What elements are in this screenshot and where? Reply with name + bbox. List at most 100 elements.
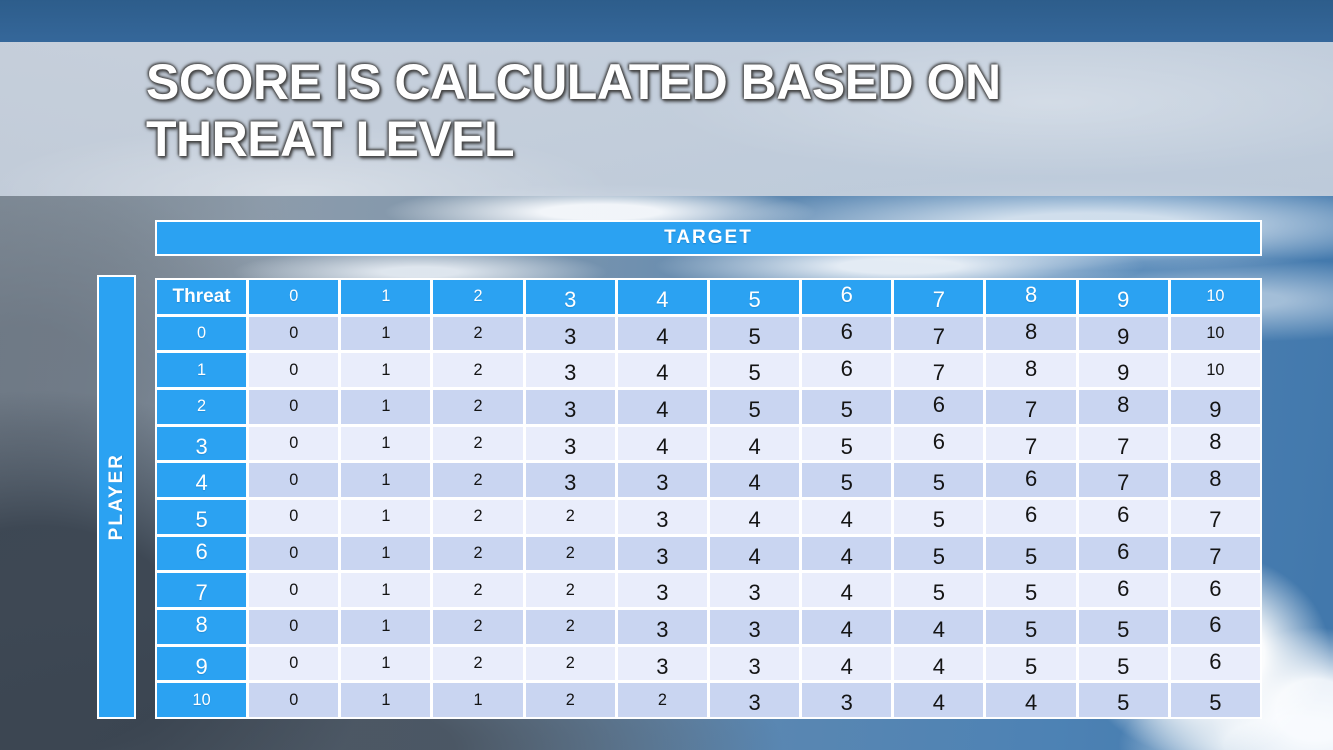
score-cell-r0-c4: 4 bbox=[617, 316, 707, 351]
score-cell-r3-c10: 8 bbox=[1170, 426, 1260, 461]
score-cell-r8-c2: 2 bbox=[433, 610, 523, 644]
score-cell-r5-c8: 6 bbox=[986, 500, 1076, 534]
score-cell-r0-c8: 8 bbox=[986, 316, 1076, 351]
score-cell-r9-c2: 2 bbox=[433, 646, 523, 681]
score-cell-r3-c9: 7 bbox=[1078, 426, 1168, 461]
score-cell-r8-c1: 1 bbox=[341, 610, 431, 644]
score-cell-r6-c4: 3 bbox=[617, 536, 707, 571]
score-cell-r0-c9: 9 bbox=[1078, 316, 1168, 351]
score-cell-r9-c7: 4 bbox=[894, 646, 984, 681]
score-cell-r6-c9: 6 bbox=[1078, 536, 1168, 571]
row-header-2: 2 bbox=[157, 390, 247, 424]
score-cell-r4-c5: 4 bbox=[709, 463, 800, 497]
score-cell-r3-c7: 6 bbox=[894, 426, 984, 461]
score-cell-r9-c5: 3 bbox=[709, 646, 800, 681]
corner-header-threat: Threat bbox=[157, 280, 247, 314]
top-strip bbox=[0, 0, 1333, 42]
score-cell-r3-c3: 3 bbox=[525, 426, 615, 461]
score-cell-r5-c4: 3 bbox=[617, 500, 707, 534]
score-cell-r10-c0: 0 bbox=[249, 683, 339, 717]
score-cell-r1-c2: 2 bbox=[433, 353, 523, 387]
score-cell-r10-c7: 4 bbox=[894, 683, 984, 717]
score-cell-r5-c3: 2 bbox=[525, 500, 615, 534]
score-cell-r0-c3: 3 bbox=[525, 316, 615, 351]
score-cell-r1-c6: 6 bbox=[802, 353, 892, 387]
score-cell-r7-c0: 0 bbox=[249, 573, 339, 607]
column-header-2: 2 bbox=[433, 280, 523, 314]
row-header-3: 3 bbox=[157, 426, 247, 461]
score-cell-r1-c3: 3 bbox=[525, 353, 615, 387]
score-cell-r0-c7: 7 bbox=[894, 316, 984, 351]
column-header-7: 7 bbox=[894, 280, 984, 314]
score-cell-r10-c3: 2 bbox=[525, 683, 615, 717]
score-cell-r5-c2: 2 bbox=[433, 500, 523, 534]
score-cell-r2-c4: 4 bbox=[617, 390, 707, 424]
score-matrix: Threat 0 1 2 3 4 5 6 7 8 9 1 0 0 0 1 2 3 4 5 6 7 8 9 1 0 1 0 1 2 3 4 5 6 7… bbox=[155, 278, 1262, 719]
score-cell-r4-c1: 1 bbox=[341, 463, 431, 497]
score-cell-r10-c8: 4 bbox=[986, 683, 1076, 717]
score-cell-r0-c1: 1 bbox=[341, 316, 431, 351]
score-cell-r5-c0: 0 bbox=[249, 500, 339, 534]
row-header-9: 9 bbox=[157, 646, 247, 681]
row-header-8: 8 bbox=[157, 610, 247, 644]
column-header-8: 8 bbox=[986, 280, 1076, 314]
score-cell-r7-c1: 1 bbox=[341, 573, 431, 607]
score-cell-r9-c0: 0 bbox=[249, 646, 339, 681]
column-header-6: 6 bbox=[802, 280, 892, 314]
score-cell-r10-c9: 5 bbox=[1078, 683, 1168, 717]
score-cell-r2-c5: 5 bbox=[709, 390, 800, 424]
score-cell-r7-c4: 3 bbox=[617, 573, 707, 607]
score-cell-r0-c0: 0 bbox=[249, 316, 339, 351]
score-cell-r1-c0: 0 bbox=[249, 353, 339, 387]
score-cell-r7-c7: 5 bbox=[894, 573, 984, 607]
score-cell-r2-c0: 0 bbox=[249, 390, 339, 424]
score-cell-r3-c2: 2 bbox=[433, 426, 523, 461]
row-header-4: 4 bbox=[157, 463, 247, 497]
score-cell-r10-c4: 2 bbox=[617, 683, 707, 717]
score-cell-r1-c7: 7 bbox=[894, 353, 984, 387]
score-cell-r1-c5: 5 bbox=[709, 353, 800, 387]
score-cell-r3-c6: 5 bbox=[802, 426, 892, 461]
row-header-5: 5 bbox=[157, 500, 247, 534]
score-cell-r10-c5: 3 bbox=[709, 683, 800, 717]
score-cell-r5-c6: 4 bbox=[802, 500, 892, 534]
column-header-9: 9 bbox=[1078, 280, 1168, 314]
score-cell-r9-c10: 6 bbox=[1170, 646, 1260, 681]
score-cell-r9-c3: 2 bbox=[525, 646, 615, 681]
score-cell-r10-c2: 1 bbox=[433, 683, 523, 717]
row-header-7: 7 bbox=[157, 573, 247, 607]
score-cell-r7-c5: 3 bbox=[709, 573, 800, 607]
score-cell-r7-c6: 4 bbox=[802, 573, 892, 607]
score-cell-r7-c3: 2 bbox=[525, 573, 615, 607]
score-cell-r8-c9: 5 bbox=[1078, 610, 1168, 644]
score-cell-r4-c10: 8 bbox=[1170, 463, 1260, 497]
column-header-1: 1 bbox=[341, 280, 431, 314]
score-cell-r5-c9: 6 bbox=[1078, 500, 1168, 534]
score-cell-r6-c3: 2 bbox=[525, 536, 615, 571]
score-cell-r0-c6: 6 bbox=[802, 316, 892, 351]
score-cell-r9-c4: 3 bbox=[617, 646, 707, 681]
score-cell-r6-c7: 5 bbox=[894, 536, 984, 571]
score-cell-r7-c8: 5 bbox=[986, 573, 1076, 607]
score-cell-r10-c6: 3 bbox=[802, 683, 892, 717]
score-cell-r10-c10: 5 bbox=[1170, 683, 1260, 717]
score-cell-r2-c7: 6 bbox=[894, 390, 984, 424]
score-cell-r6-c5: 4 bbox=[709, 536, 800, 571]
row-header-0: 0 bbox=[157, 316, 247, 351]
score-cell-r3-c8: 7 bbox=[986, 426, 1076, 461]
score-cell-r4-c2: 2 bbox=[433, 463, 523, 497]
score-cell-r8-c6: 4 bbox=[802, 610, 892, 644]
score-cell-r4-c4: 3 bbox=[617, 463, 707, 497]
title-band: SCORE IS CALCULATED BASED ON THREAT LEVE… bbox=[0, 42, 1333, 196]
score-cell-r2-c9: 8 bbox=[1078, 390, 1168, 424]
title-line-1: SCORE IS CALCULATED BASED ON bbox=[146, 54, 1001, 110]
score-cell-r0-c2: 2 bbox=[433, 316, 523, 351]
column-header-4: 4 bbox=[617, 280, 707, 314]
column-header-0: 0 bbox=[249, 280, 339, 314]
score-cell-r1-c9: 9 bbox=[1078, 353, 1168, 387]
score-cell-r1-c1: 1 bbox=[341, 353, 431, 387]
